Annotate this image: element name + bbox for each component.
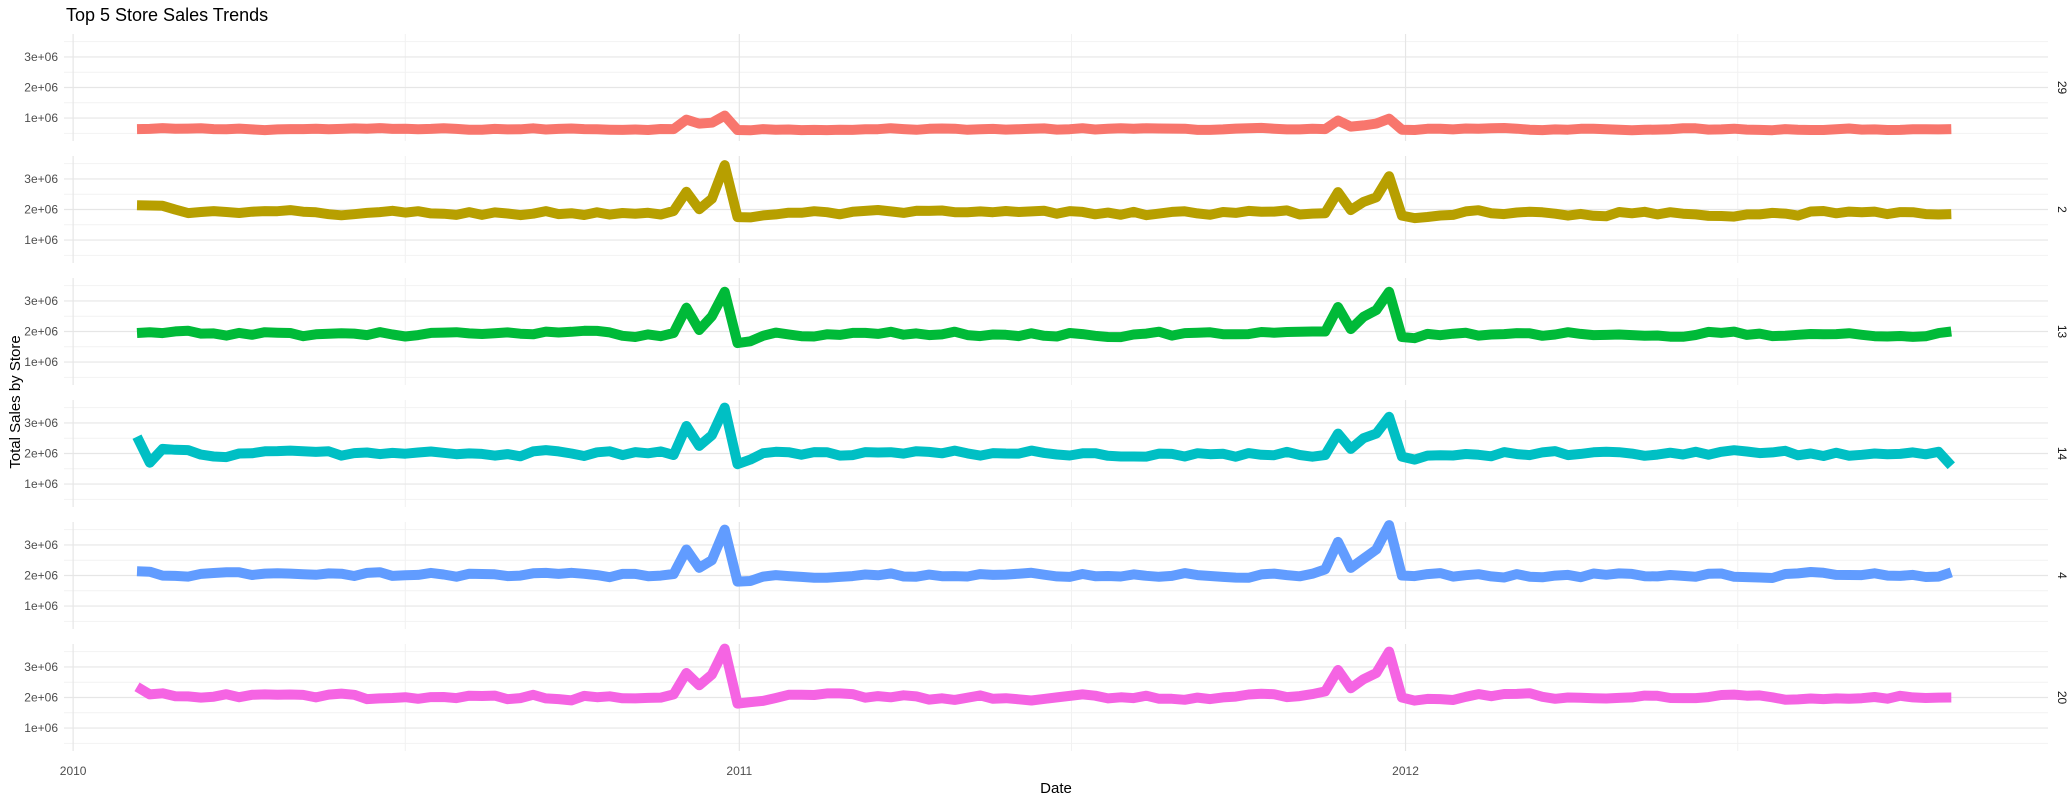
y-tick-label: 3e+06 — [24, 50, 58, 64]
x-tick-label: 2012 — [1392, 764, 1419, 778]
chart-title: Top 5 Store Sales Trends — [66, 5, 268, 25]
y-tick-label: 2e+06 — [24, 203, 58, 217]
x-tick-label: 2010 — [60, 764, 87, 778]
facet-strip-label: 29 — [2055, 81, 2069, 95]
y-tick-label: 3e+06 — [24, 416, 58, 430]
facet-panel-13: 1e+06 2e+06 3e+06 13 — [24, 278, 2069, 385]
facet-strip-label: 2 — [2055, 206, 2069, 213]
series-line-store-20 — [134, 643, 1952, 709]
facet-panel-20: 1e+06 2e+06 3e+06 20 — [24, 643, 2069, 751]
facet-panel-29: 1e+06 2e+06 3e+06 29 — [24, 34, 2069, 141]
y-tick-label: 3e+06 — [24, 660, 58, 674]
facet-strip-label: 13 — [2055, 325, 2069, 339]
facet-panels: 1e+06 2e+06 3e+06 29 1e+06 2e+06 3e+06 2 1e+06 2e… — [24, 34, 2069, 751]
y-tick-label: 2e+06 — [24, 81, 58, 95]
y-tick-label: 1e+06 — [24, 233, 58, 247]
y-tick-label: 1e+06 — [24, 599, 58, 613]
facet-strip-label: 14 — [2055, 447, 2069, 461]
y-tick-label: 3e+06 — [24, 294, 58, 308]
facet-panel-14: 1e+06 2e+06 3e+06 14 — [24, 400, 2069, 507]
y-tick-label: 3e+06 — [24, 538, 58, 552]
y-tick-label: 2e+06 — [24, 569, 58, 583]
series-line-store-29 — [136, 110, 1952, 136]
facet-strip-label: 20 — [2055, 691, 2069, 705]
y-tick-label: 1e+06 — [24, 477, 58, 491]
facet-panel-4: 1e+06 2e+06 3e+06 4 — [24, 520, 2069, 629]
y-tick-label: 2e+06 — [24, 691, 58, 705]
y-tick-label: 1e+06 — [24, 111, 58, 125]
series-line-store-13 — [136, 286, 1952, 349]
x-tick-label: 2011 — [726, 764, 752, 778]
facet-strip-label: 4 — [2055, 572, 2069, 579]
facet-panel-2: 1e+06 2e+06 3e+06 2 — [24, 156, 2069, 263]
y-tick-label: 1e+06 — [24, 721, 58, 735]
series-line-store-2 — [136, 160, 1952, 224]
series-line-store-14 — [132, 402, 1955, 470]
y-tick-label: 2e+06 — [24, 447, 58, 461]
x-axis: 2010 2011 2012 — [60, 764, 1419, 778]
x-axis-label: Date — [1040, 780, 1072, 797]
y-tick-label: 1e+06 — [24, 355, 58, 369]
y-tick-label: 2e+06 — [24, 325, 58, 339]
y-axis-label: Total Sales by Store — [7, 335, 24, 468]
series-line-store-4 — [136, 520, 1953, 587]
y-tick-label: 3e+06 — [24, 172, 58, 186]
